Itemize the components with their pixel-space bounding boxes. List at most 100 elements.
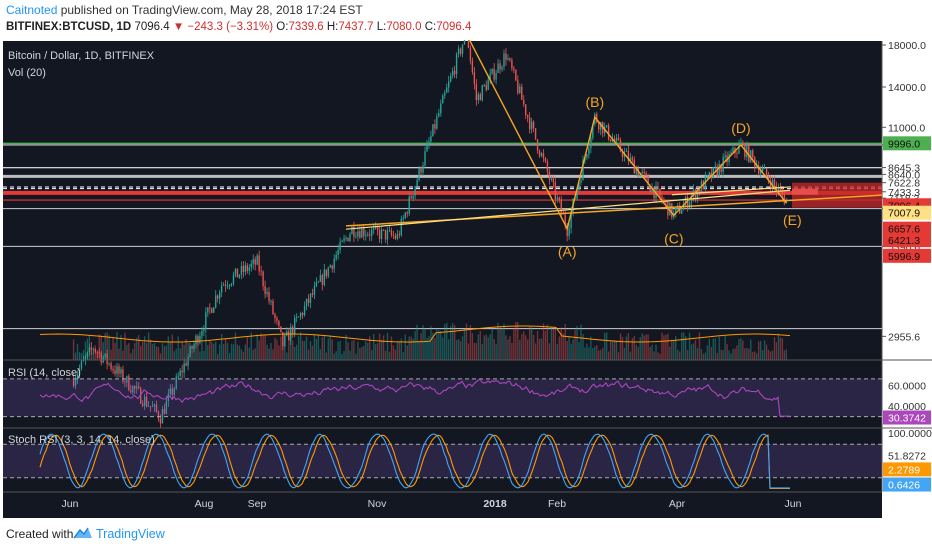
candle-body [218,292,221,299]
candle-body [412,195,414,199]
volume-bar [647,334,649,360]
close-label: C: [424,21,437,33]
volume-bar [574,330,576,360]
candle-body [155,404,158,412]
volume-bar [724,336,726,360]
candle-body [236,268,239,278]
candle-body [576,190,578,199]
trendline-lower-2 [345,189,791,230]
candle-body [163,409,166,414]
volume-bar [779,337,782,360]
candle-body [538,150,541,156]
candle-body [272,301,274,314]
volume-bar [230,343,233,360]
volume-bar [568,336,570,360]
candle-body [118,366,120,374]
volume-bar [128,343,130,360]
volume-bar [367,342,369,360]
volume-bar [94,345,96,360]
volume-bar [756,353,758,360]
time-tick-label: Nov [368,498,387,510]
time-tick-label: Jun [62,498,79,510]
volume-bar [530,327,533,360]
chart-title: Bitcoin / Dollar, 1D, BITFINEX [8,50,155,62]
volume-bar [236,344,239,360]
stoch-value-tag [883,477,931,492]
candle-body [371,229,373,236]
author-link[interactable]: Caitnoted [6,3,58,17]
candle-body [684,196,687,204]
volume-bar [659,353,661,360]
candle-body [467,40,470,48]
candle-body [147,406,150,408]
candle-body [528,117,531,130]
time-tick-label: Aug [195,498,214,510]
volume-bar [120,335,122,360]
volume-bar [412,338,414,360]
volume-bar [228,352,231,360]
stoch-k-line [39,433,790,489]
volume-bar [226,343,229,360]
volume-bar [515,322,517,360]
volume-bar [357,341,359,360]
rsi-axis-label: 40.0000 [888,401,926,413]
candle-body [74,379,77,387]
volume-bar [100,335,102,360]
candle-body [761,168,764,172]
candle-body [355,236,357,238]
time-tick-label: Sep [248,498,267,510]
volume-bar [716,352,718,360]
volume-bar [217,353,219,360]
tradingview-link[interactable]: TradingView [96,527,165,541]
stoch-value-label: 0.6426 [888,480,920,492]
volume-bar [151,343,154,360]
volume-bar [305,336,308,360]
volume-bar [189,346,191,360]
price-tick-label: 7622.8 [888,178,920,190]
volume-bar [175,348,177,360]
volume-bar [603,332,606,360]
candle-body [757,165,760,174]
volume-bar [554,328,557,360]
volume-bar [396,341,399,360]
candle-body [675,208,677,213]
candle-body [98,352,100,354]
candle-body [643,171,645,174]
candle-body [323,269,326,285]
candle-body [586,154,588,158]
volume-bar [274,337,276,360]
candle-body [430,136,432,142]
volume-bar [732,348,734,360]
candle-body [442,95,444,104]
volume-bar [193,345,195,360]
volume-bar [140,345,142,360]
volume-bar [114,342,116,360]
volume-bar [147,332,150,360]
volume-bar [653,351,655,360]
volume-bar [639,337,641,360]
volume-bar [191,351,193,360]
candle-body [301,313,304,316]
price-tag [883,205,931,220]
volume-bar [250,332,252,360]
candle-body [246,265,249,271]
candle-body [651,187,653,193]
candle-body [714,166,716,168]
candle-body [132,386,134,393]
volume-bar [631,338,634,360]
candle-body [286,331,288,336]
candle-body [617,137,620,141]
volume-bar [382,335,385,360]
candle-body [313,286,316,295]
volume-bar [183,344,185,360]
volume-bar [321,337,324,360]
volume-bar [234,332,237,360]
volume-bar [327,338,329,360]
chart-canvas[interactable]: (A) (B) (C) (D) (E) Bitcoin / Dollar, 1D, BIT… [0,40,932,518]
candle-body [92,349,95,351]
volume-bar [453,324,456,360]
candle-body [473,72,476,85]
candle-body [177,376,179,378]
volume-bar [507,339,509,360]
candle-body [260,271,262,272]
